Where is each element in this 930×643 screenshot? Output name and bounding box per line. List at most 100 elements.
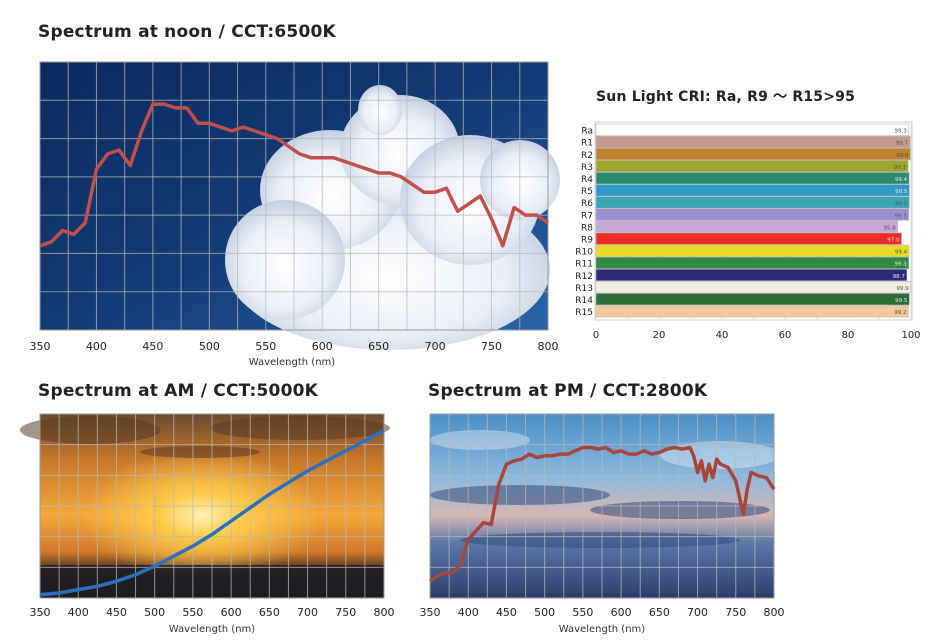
cri-category-label: R15 [575,308,593,318]
cri-value-label: 99.1 [894,165,906,171]
cri-value-label: 99.4 [895,250,908,256]
pm-x-axis: 350 400 450 500 550 600 650 700 750 800 [420,606,785,619]
pm-x-tick-label: 500 [534,606,555,619]
cri-bar-r10 [595,244,910,257]
am-x-tick-label: 700 [297,606,318,619]
cri-category-label: R4 [581,175,593,185]
cri-bars: Ra 99.3 R1 99.7 R2 99.8 R3 99.1 R4 99.4 R5 99.5 R6 99… [575,123,912,318]
cri-value-label: 99.3 [895,262,908,268]
cri-chart-title: Sun Light CRI: Ra, R9 ～ R15>95 [596,89,856,105]
pm-x-tick-label: 650 [649,606,670,619]
pm-x-tick-label: 550 [572,606,593,619]
cri-category-label: R14 [575,296,593,306]
pm-spectrum-line [429,445,776,583]
pm-chart: 350 400 450 500 550 600 650 700 750 800 Wavelengt… [420,413,785,635]
cri-category-label: Ra [581,127,593,137]
am-spectrum-line [39,429,385,597]
cri-bar-r14 [595,293,910,306]
am-x-tick-label: 750 [335,606,356,619]
cri-category-label: R1 [581,139,593,149]
cri-x-tick-label: 0 [593,330,599,341]
am-chart-title: Spectrum at AM / CCT:5000K [38,381,319,401]
cri-x-axis: 0 20 40 60 80 100 [593,330,921,341]
pm-x-tick-label: 600 [611,606,632,619]
cri-bar-r1 [595,135,911,149]
cri-value-label: 99.5 [895,189,908,195]
cri-x-tick-label: 60 [779,330,792,341]
am-x-tick-label: 500 [144,606,165,619]
cri-bar-r7 [595,208,910,221]
am-x-tick-label: 450 [106,606,127,619]
pm-grid [429,413,775,599]
noon-x-tick-label: 550 [255,340,276,353]
noon-x-tick-label: 400 [86,340,107,353]
cri-bar-r11 [595,256,910,270]
cri-category-label: R5 [581,187,593,197]
noon-cloud-image [225,85,560,350]
cri-bar-r9 [595,232,902,245]
cri-bar-r15 [595,305,909,318]
noon-x-tick-label: 350 [30,340,51,353]
cri-category-label: R6 [581,199,593,209]
cri-value-label: 99.5 [895,201,908,207]
cri-value-label: 95.8 [884,225,897,231]
cri-category-label: R9 [581,236,593,246]
cri-value-label: 98.7 [893,274,906,280]
am-x-axis: 350 400 450 500 550 600 650 700 750 800 [30,606,395,619]
noon-x-tick-label: 750 [481,340,502,353]
am-x-tick-label: 400 [68,606,89,619]
am-x-tick-label: 350 [30,606,51,619]
cri-value-label: 99.2 [894,310,906,316]
cri-category-label: R12 [575,272,593,282]
pm-x-axis-label: Wavelength (nm) [559,624,645,635]
pm-chart-title: Spectrum at PM / CCT:2800K [428,381,708,401]
cri-x-tick-label: 100 [901,330,920,341]
cri-chart: Ra 99.3 R1 99.7 R2 99.8 R3 99.1 R4 99.4 R5 99.5 R6 99… [575,121,921,341]
cri-x-tick-label: 40 [716,330,729,341]
pm-x-tick-label: 700 [687,606,708,619]
cri-bar-ra [595,123,910,136]
am-x-tick-label: 800 [374,606,395,619]
cri-bar-r3 [595,160,909,173]
cri-category-label: R13 [575,284,593,294]
cri-value-label: 99.3 [895,213,908,219]
noon-chart: 350 400 450 500 550 600 650 700 750 800 Wavelengt… [30,61,560,368]
cri-category-label: R8 [581,223,593,233]
cri-value-label: 99.9 [896,286,909,292]
pm-plot-border [429,413,775,599]
am-x-tick-label: 650 [259,606,280,619]
noon-x-tick-label: 500 [199,340,220,353]
noon-x-tick-label: 800 [538,340,559,353]
cri-value-label: 99.3 [895,129,908,135]
noon-x-tick-label: 450 [142,340,163,353]
cri-x-tick-label: 80 [842,330,855,341]
noon-x-tick-label: 600 [312,340,333,353]
cri-bar-r6 [595,196,910,209]
cri-value-label: 99.4 [895,177,908,183]
pm-x-tick-label: 800 [764,606,785,619]
cri-category-label: R3 [581,163,593,173]
pm-x-tick-label: 350 [420,606,441,619]
pm-x-tick-label: 750 [725,606,746,619]
cri-bar-r2 [595,147,911,161]
cri-value-label: 99.7 [896,141,909,147]
noon-plot-border [39,61,549,331]
am-plot-border [39,413,385,599]
am-chart: 350 400 450 500 550 600 650 700 750 800 Wavelengt… [20,413,395,635]
pm-x-tick-label: 400 [458,606,479,619]
pm-x-tick-label: 450 [496,606,517,619]
cri-value-label: 97.0 [887,238,900,244]
am-x-axis-label: Wavelength (nm) [169,624,255,635]
noon-x-axis-label: Wavelength (nm) [249,357,335,368]
am-grid [39,413,385,599]
cri-bar-r12 [595,268,908,282]
noon-x-tick-label: 700 [425,340,446,353]
cri-category-label: R10 [575,248,593,258]
noon-chart-title: Spectrum at noon / CCT:6500K [38,22,336,42]
cri-category-label: R2 [581,151,593,161]
am-x-tick-label: 550 [182,606,203,619]
cri-value-label: 99.5 [895,298,908,304]
cri-bar-r13 [595,280,912,294]
cri-value-label: 99.8 [896,153,909,159]
